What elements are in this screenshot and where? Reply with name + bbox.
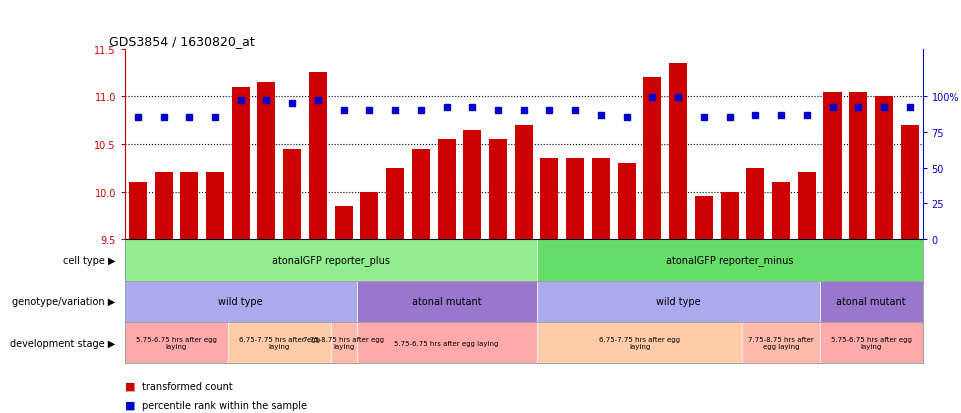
Text: GDS3854 / 1630820_at: GDS3854 / 1630820_at bbox=[109, 36, 255, 48]
Text: 6.75-7.75 hrs after egg
laying: 6.75-7.75 hrs after egg laying bbox=[239, 336, 320, 349]
Text: 7.75-8.75 hrs after
egg laying: 7.75-8.75 hrs after egg laying bbox=[749, 336, 814, 349]
Text: cell type ▶: cell type ▶ bbox=[62, 255, 115, 265]
Bar bbox=[536, 240, 923, 281]
Text: development stage ▶: development stage ▶ bbox=[10, 338, 115, 348]
Bar bbox=[798, 173, 816, 240]
Bar bbox=[155, 173, 173, 240]
Bar bbox=[357, 322, 536, 363]
Bar bbox=[721, 192, 739, 240]
Text: 5.75-6.75 hrs after egg laying: 5.75-6.75 hrs after egg laying bbox=[394, 340, 499, 346]
Text: 6.75-7.75 hrs after egg
laying: 6.75-7.75 hrs after egg laying bbox=[599, 336, 680, 349]
Bar bbox=[772, 183, 790, 240]
Text: ■: ■ bbox=[125, 381, 136, 391]
Bar bbox=[228, 322, 331, 363]
Bar bbox=[489, 140, 507, 240]
Bar bbox=[331, 322, 357, 363]
Bar bbox=[129, 183, 147, 240]
Text: 7.75-8.75 hrs after egg
laying: 7.75-8.75 hrs after egg laying bbox=[303, 336, 384, 349]
Text: atonal mutant: atonal mutant bbox=[411, 297, 481, 306]
Bar bbox=[820, 322, 923, 363]
Bar bbox=[743, 322, 820, 363]
Bar bbox=[747, 169, 764, 240]
Bar bbox=[283, 150, 301, 240]
Bar bbox=[125, 281, 357, 322]
Bar bbox=[592, 159, 610, 240]
Bar bbox=[181, 173, 198, 240]
Bar bbox=[875, 97, 893, 240]
Text: wild type: wild type bbox=[218, 297, 263, 306]
Bar bbox=[437, 140, 456, 240]
Bar bbox=[412, 150, 430, 240]
Text: 5.75-6.75 hrs after egg
laying: 5.75-6.75 hrs after egg laying bbox=[830, 336, 912, 349]
Text: genotype/variation ▶: genotype/variation ▶ bbox=[12, 297, 115, 306]
Bar bbox=[695, 197, 713, 240]
Bar bbox=[850, 92, 867, 240]
Bar bbox=[258, 83, 276, 240]
Text: 5.75-6.75 hrs after egg
laying: 5.75-6.75 hrs after egg laying bbox=[136, 336, 217, 349]
Bar bbox=[669, 64, 687, 240]
Bar bbox=[308, 74, 327, 240]
Bar bbox=[536, 281, 820, 322]
Bar bbox=[125, 240, 536, 281]
Bar bbox=[334, 206, 353, 240]
Text: atonal mutant: atonal mutant bbox=[836, 297, 906, 306]
Text: ■: ■ bbox=[125, 400, 136, 410]
Bar bbox=[540, 159, 558, 240]
Text: atonalGFP reporter_minus: atonalGFP reporter_minus bbox=[666, 255, 794, 266]
Bar bbox=[232, 88, 250, 240]
Bar bbox=[515, 126, 532, 240]
Text: atonalGFP reporter_plus: atonalGFP reporter_plus bbox=[272, 255, 390, 266]
Bar bbox=[536, 322, 743, 363]
Bar bbox=[357, 281, 536, 322]
Bar bbox=[618, 164, 635, 240]
Bar bbox=[820, 281, 923, 322]
Text: wild type: wild type bbox=[655, 297, 701, 306]
Bar bbox=[566, 159, 584, 240]
Text: transformed count: transformed count bbox=[142, 381, 233, 391]
Bar bbox=[360, 192, 379, 240]
Bar bbox=[824, 92, 842, 240]
Bar bbox=[125, 322, 228, 363]
Bar bbox=[386, 169, 405, 240]
Bar bbox=[900, 126, 919, 240]
Bar bbox=[206, 173, 224, 240]
Bar bbox=[463, 131, 481, 240]
Bar bbox=[644, 78, 661, 240]
Text: percentile rank within the sample: percentile rank within the sample bbox=[142, 400, 308, 410]
